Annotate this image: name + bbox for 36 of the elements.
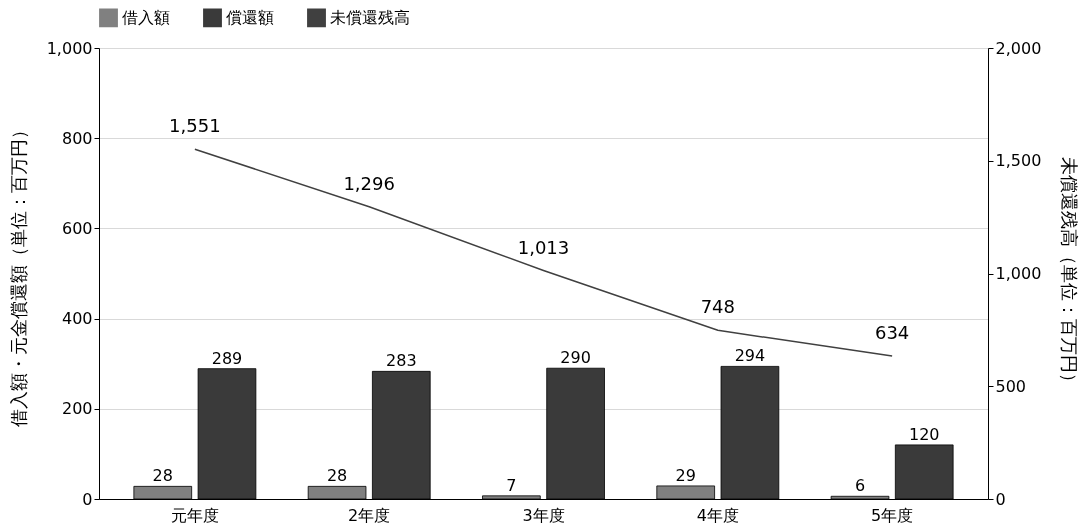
y2-tick-label: 500	[995, 376, 1027, 396]
data-label: 748	[700, 296, 735, 318]
data-label: 294	[734, 346, 766, 366]
y2-tick-label: 2,000	[995, 38, 1042, 58]
data-label: 634	[874, 322, 910, 344]
y-tick-label: 1,000	[46, 38, 93, 58]
x-tick-label: 3年度	[522, 505, 565, 525]
legend-label: 借入額	[122, 7, 170, 27]
data-label: 1,013	[517, 236, 570, 258]
y2-tick-label: 1,000	[995, 264, 1042, 283]
data-label: 28	[152, 466, 173, 486]
x-tick-label: 5年度	[871, 505, 914, 525]
data-label: 290	[560, 348, 591, 368]
y2-tick-label: 1,500	[995, 151, 1042, 171]
y-tick-label: 0	[82, 489, 93, 509]
y-tick-label: 200	[61, 399, 93, 419]
data-label: 28	[326, 466, 348, 486]
data-label: 120	[908, 424, 940, 444]
data-label: 283	[386, 351, 417, 371]
legend-label: 未償還残高	[330, 7, 410, 27]
x-tick-label: 2年度	[348, 505, 391, 525]
y2-tick-label: 0	[995, 489, 1006, 509]
y-tick-label: 600	[61, 218, 93, 238]
y-axis-title: 借入額・元金償還額（単位：百万円）	[7, 121, 29, 427]
x-tick-label: 元年度	[170, 505, 219, 525]
legend-label: 償還額	[226, 7, 274, 27]
data-label: 6	[854, 476, 866, 496]
data-label: 29	[675, 465, 696, 485]
y-tick-label: 400	[61, 309, 93, 329]
y2-axis-title: 未償還残高（単位：百万円）	[1059, 157, 1081, 391]
data-label: 289	[211, 348, 243, 368]
data-label: 1,551	[169, 115, 221, 137]
y-tick-label: 800	[61, 128, 93, 148]
data-label: 7	[506, 475, 517, 495]
data-label: 1,296	[343, 172, 395, 194]
x-tick-label: 4年度	[696, 505, 739, 525]
